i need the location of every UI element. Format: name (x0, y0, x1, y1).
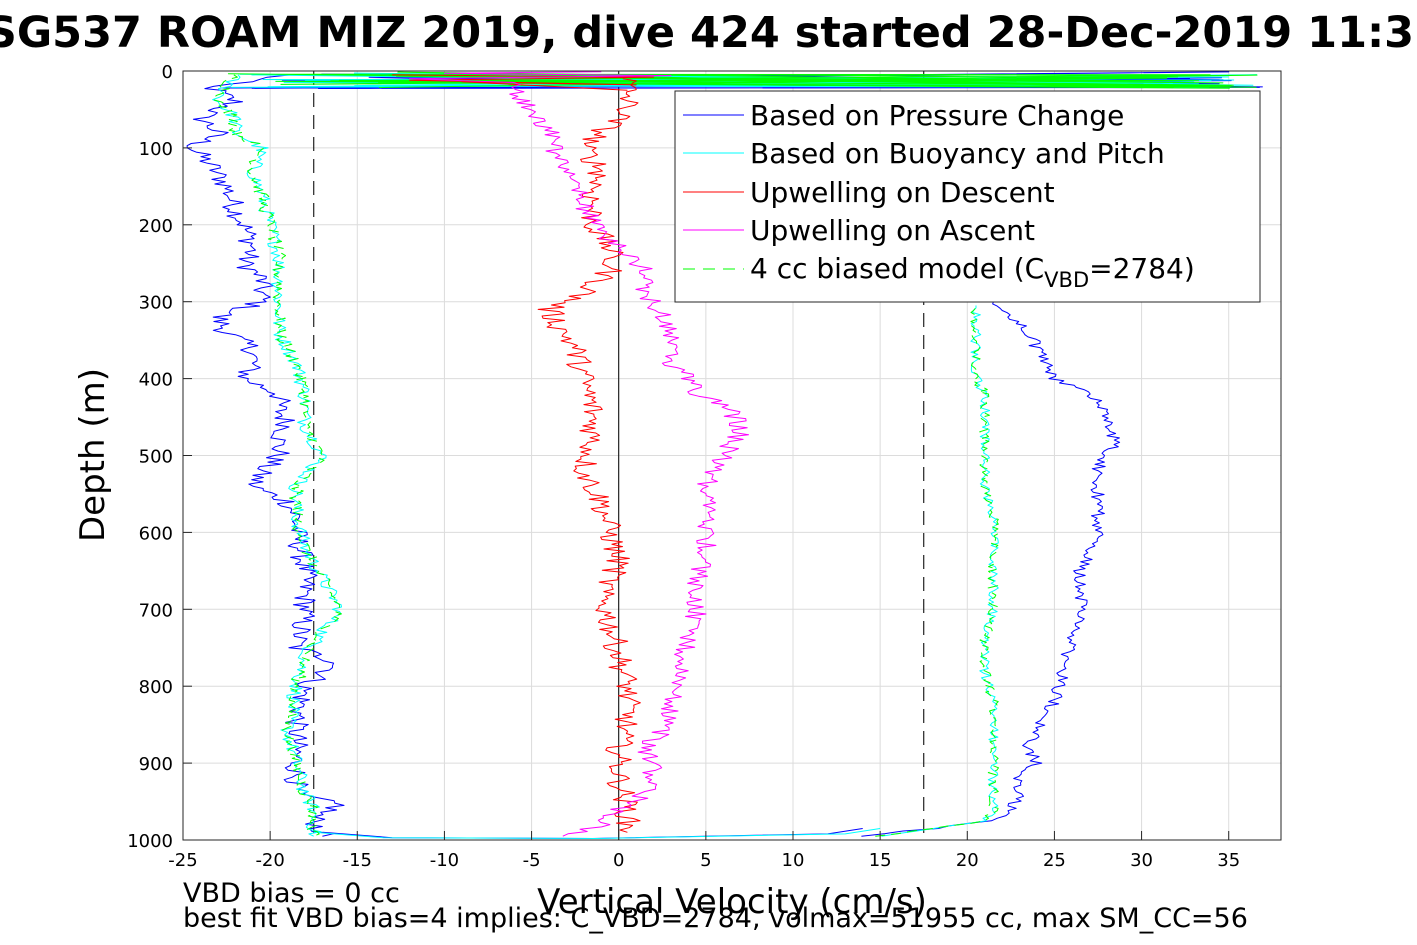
y-tick-label: 400 (139, 370, 173, 391)
legend-label-model-suffix: =2784) (1089, 252, 1195, 285)
y-tick-label: 800 (139, 677, 173, 698)
y-tick-label: 600 (139, 523, 173, 544)
legend-label-model-prefix: 4 cc biased model (C (750, 252, 1044, 285)
y-tick-label: 900 (139, 754, 173, 775)
chart-title: SG537 ROAM MIZ 2019, dive 424 started 28… (0, 8, 1414, 58)
y-tick-label: 200 (139, 216, 173, 237)
x-tick-label: 30 (1130, 850, 1153, 871)
y-axis-label: Depth (m) (73, 368, 113, 542)
series-pressure-ascent-line (861, 301, 1121, 837)
y-tick-label: 1000 (127, 831, 173, 852)
series-group (186, 71, 1263, 839)
x-tick-label: 0 (613, 850, 624, 871)
x-axis-label: Vertical Velocity (cm/s) (537, 882, 927, 922)
y-tick-label: 0 (162, 62, 173, 83)
series-buoyancy-ascent-line (881, 305, 999, 837)
legend-label-model-sub: VBD (1044, 268, 1089, 292)
x-tick-label: -5 (523, 850, 541, 871)
legend-box (674, 90, 1261, 303)
ticks: -25 -20 -15 -10 -5 0 5 10 15 20 25 30 35 0 100 200 300 40… (127, 62, 1240, 871)
x-tick-label: 15 (869, 850, 892, 871)
series-upwelling-descent-line (537, 78, 641, 833)
y-tick-label: 300 (139, 293, 173, 314)
y-tick-label: 100 (139, 139, 173, 160)
x-tick-label: -25 (168, 850, 197, 871)
x-tick-label: 20 (956, 850, 979, 871)
legend-label-descent: Upwelling on Descent (750, 176, 1055, 209)
series-upwelling-ascent-line (509, 82, 749, 837)
series-model-surface-line (227, 71, 1258, 89)
x-tick-label: 5 (700, 850, 711, 871)
series-upwelling-ascent-surface-line (409, 71, 672, 84)
legend: Based on Pressure Change Based on Buoyan… (674, 90, 1261, 303)
series-model-ascent-line (875, 305, 1000, 837)
legend-label-buoyancy: Based on Buoyancy and Pitch (750, 137, 1165, 170)
x-tick-label: 25 (1043, 850, 1066, 871)
footer-vbd-bias: VBD bias = 0 cc (183, 878, 400, 909)
footer-best-fit: best fit VBD bias=4 implies: C_VBD=2784,… (183, 903, 1248, 934)
x-tick-label: 35 (1217, 850, 1240, 871)
series-buoyancy-descent-line (212, 74, 342, 837)
reference-lines (313, 71, 925, 840)
y-tick-label: 500 (139, 447, 173, 468)
series-model-descent-line (212, 74, 342, 837)
legend-label-model: 4 cc biased model (CVBD=2784) (750, 252, 1195, 292)
y-tick-label: 700 (139, 600, 173, 621)
x-tick-label: -10 (430, 850, 459, 871)
x-tick-label: 10 (782, 850, 805, 871)
series-buoyancy-turn-line (313, 827, 881, 839)
x-tick-label: -20 (255, 850, 284, 871)
x-tick-label: -15 (343, 850, 372, 871)
legend-label-pressure: Based on Pressure Change (750, 99, 1124, 132)
legend-label-ascent: Upwelling on Ascent (750, 214, 1035, 247)
series-pressure-descent-line (186, 74, 345, 837)
